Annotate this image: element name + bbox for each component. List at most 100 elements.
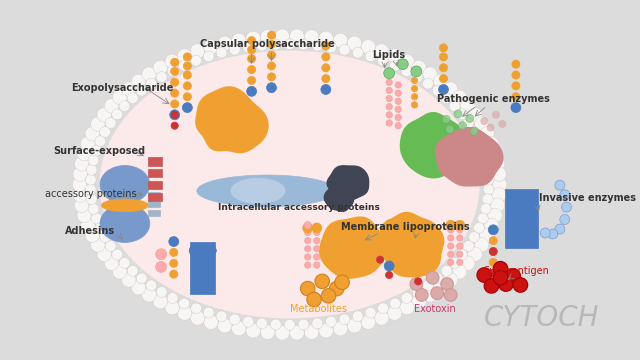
Circle shape [203, 246, 212, 255]
Text: Capsular polysaccharide: Capsular polysaccharide [200, 39, 334, 49]
Circle shape [146, 280, 157, 291]
Circle shape [440, 53, 447, 61]
Circle shape [216, 47, 227, 58]
Circle shape [305, 30, 319, 44]
Polygon shape [196, 87, 268, 153]
Circle shape [298, 39, 309, 50]
Circle shape [480, 155, 491, 166]
Ellipse shape [100, 166, 150, 203]
Circle shape [512, 60, 520, 68]
Circle shape [454, 110, 462, 118]
Circle shape [463, 118, 474, 129]
Text: Metabolites: Metabolites [290, 305, 347, 314]
Circle shape [460, 99, 475, 113]
Circle shape [489, 258, 497, 266]
Circle shape [484, 136, 499, 151]
Circle shape [412, 94, 418, 100]
Circle shape [365, 51, 376, 62]
Circle shape [348, 319, 362, 333]
Circle shape [468, 108, 483, 122]
Circle shape [77, 208, 92, 222]
Bar [148, 210, 160, 216]
Circle shape [560, 190, 570, 200]
Circle shape [333, 33, 348, 48]
Circle shape [422, 78, 433, 89]
Circle shape [540, 228, 550, 238]
Circle shape [376, 256, 384, 263]
Circle shape [171, 78, 179, 86]
Circle shape [456, 235, 463, 241]
Polygon shape [320, 217, 387, 278]
Circle shape [499, 120, 506, 127]
Circle shape [314, 262, 320, 268]
Circle shape [191, 303, 202, 314]
Circle shape [270, 319, 281, 330]
Circle shape [91, 145, 102, 156]
Circle shape [384, 261, 394, 271]
Circle shape [452, 265, 467, 279]
Circle shape [190, 44, 205, 58]
Circle shape [298, 319, 309, 330]
Circle shape [412, 77, 418, 84]
Circle shape [190, 311, 205, 325]
Circle shape [468, 247, 483, 261]
Circle shape [105, 240, 116, 251]
Circle shape [506, 269, 520, 283]
Circle shape [156, 72, 167, 82]
Circle shape [85, 174, 96, 185]
Circle shape [260, 325, 275, 339]
Circle shape [422, 280, 433, 291]
Ellipse shape [101, 199, 148, 212]
Circle shape [385, 230, 393, 237]
Circle shape [312, 223, 322, 233]
Circle shape [156, 287, 167, 297]
Circle shape [387, 306, 402, 320]
Circle shape [442, 115, 451, 123]
Circle shape [469, 231, 479, 243]
Circle shape [449, 257, 460, 269]
Circle shape [470, 127, 478, 135]
Circle shape [122, 273, 136, 287]
Bar [148, 181, 162, 189]
Text: Intracellular accessory proteins: Intracellular accessory proteins [218, 203, 380, 212]
Circle shape [335, 275, 349, 289]
Text: accessory proteins: accessory proteins [45, 189, 136, 199]
Circle shape [268, 31, 276, 39]
Circle shape [445, 125, 454, 134]
Circle shape [91, 213, 102, 224]
Circle shape [131, 280, 146, 295]
Circle shape [246, 324, 260, 338]
Circle shape [319, 324, 333, 338]
Circle shape [315, 274, 330, 289]
Circle shape [484, 218, 499, 233]
Text: CYTOCH: CYTOCH [483, 303, 599, 332]
Circle shape [374, 311, 389, 325]
Circle shape [440, 75, 447, 83]
Circle shape [477, 145, 488, 156]
Circle shape [216, 311, 227, 322]
Bar [148, 201, 160, 207]
Circle shape [444, 273, 458, 287]
Circle shape [492, 167, 506, 181]
Circle shape [386, 95, 392, 102]
Circle shape [72, 177, 87, 192]
Circle shape [481, 118, 488, 125]
Circle shape [492, 188, 506, 202]
Circle shape [268, 73, 276, 81]
Circle shape [456, 251, 463, 257]
Bar [148, 192, 160, 198]
Circle shape [466, 114, 474, 122]
Ellipse shape [231, 178, 285, 203]
Circle shape [90, 117, 105, 131]
Circle shape [171, 122, 179, 129]
Circle shape [488, 147, 502, 161]
Circle shape [490, 198, 505, 212]
Circle shape [441, 93, 452, 104]
Circle shape [86, 165, 97, 175]
Circle shape [319, 31, 333, 46]
Circle shape [112, 109, 123, 120]
Circle shape [183, 93, 191, 101]
Circle shape [456, 249, 467, 260]
Circle shape [440, 64, 447, 72]
Circle shape [385, 271, 393, 279]
